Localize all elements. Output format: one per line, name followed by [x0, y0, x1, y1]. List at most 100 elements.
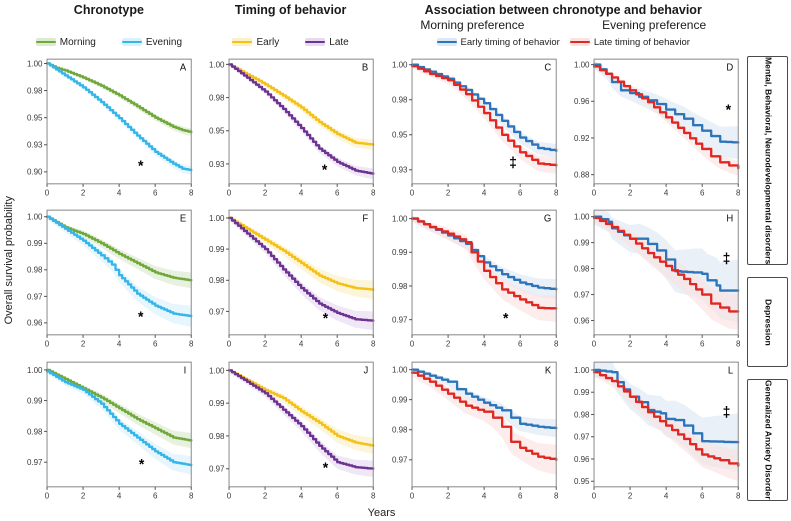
subtitle-morning-preference: Morning preference: [420, 17, 525, 32]
km-panel-E: 1.00 0.99 0.98 0.97 0.96 0 2 4 6 8 E *: [20, 205, 196, 352]
svg-text:D: D: [726, 62, 733, 73]
row-label-box-depression: Depression: [747, 277, 788, 368]
svg-text:0.98: 0.98: [209, 93, 225, 102]
svg-text:4: 4: [117, 189, 122, 198]
subtitle-evening-preference: Evening preference: [602, 17, 707, 32]
svg-text:A: A: [180, 62, 187, 73]
svg-text:1.00: 1.00: [391, 61, 407, 70]
svg-text:1.00: 1.00: [27, 59, 43, 68]
svg-text:0: 0: [45, 189, 50, 198]
svg-text:E: E: [180, 214, 187, 225]
km-chart-L: 1.00 0.99 0.98 0.97 0.96 0.950 2 4 6 8 L ‡: [574, 361, 741, 500]
legend-item-late: Late: [305, 37, 349, 48]
svg-text:0.93: 0.93: [209, 160, 225, 169]
svg-text:6: 6: [335, 189, 340, 198]
legend-chronotype: Morning Evening: [18, 37, 200, 48]
svg-text:0.99: 0.99: [574, 388, 590, 397]
legend-item-morning: Morning: [35, 37, 96, 48]
svg-text:0.93: 0.93: [391, 166, 407, 175]
svg-text:*: *: [503, 311, 509, 327]
svg-text:1.00: 1.00: [391, 365, 407, 374]
svg-text:0.95: 0.95: [209, 127, 225, 136]
svg-text:0.96: 0.96: [574, 454, 590, 463]
svg-text:0: 0: [592, 189, 597, 198]
km-panel-A: 1.00 0.98 0.95 0.93 0.90 0 2 4 6 8 A *: [20, 54, 196, 201]
svg-text:1.00: 1.00: [574, 213, 590, 222]
svg-text:2: 2: [628, 491, 633, 500]
svg-text:1.00: 1.00: [574, 60, 590, 69]
x-axis-label: Years: [367, 506, 396, 519]
svg-text:0.98: 0.98: [209, 276, 225, 285]
km-chart-E: 1.00 0.99 0.98 0.97 0.96 0 2 4 6 8 E *: [27, 209, 194, 349]
legend-swatch-evening: [121, 38, 142, 46]
svg-text:J: J: [364, 365, 369, 376]
legend-item-assoc_late: Late timing of behavior: [569, 37, 690, 48]
km-panel-B: 1.00 0.98 0.95 0.93 0 2 4 6 8 B *: [202, 54, 378, 201]
km-chart-I: 1.00 0.99 0.98 0.97 0 2 4 6 8 I *: [27, 361, 194, 500]
svg-text:0.88: 0.88: [574, 170, 590, 179]
svg-text:8: 8: [371, 491, 376, 500]
svg-text:0.90: 0.90: [27, 168, 43, 177]
svg-text:6: 6: [153, 491, 158, 500]
svg-text:4: 4: [117, 340, 122, 349]
legend-swatch-early: [232, 38, 253, 46]
svg-text:G: G: [543, 214, 550, 225]
km-chart-A: 1.00 0.98 0.95 0.93 0.90 0 2 4 6 8 A *: [27, 58, 194, 198]
svg-text:6: 6: [335, 491, 340, 500]
svg-text:8: 8: [189, 491, 194, 500]
svg-text:1.00: 1.00: [209, 366, 225, 375]
svg-text:0.98: 0.98: [27, 86, 43, 95]
column-title-timing: Timing of behavior: [234, 2, 347, 17]
svg-text:0: 0: [227, 340, 232, 349]
svg-text:*: *: [138, 158, 144, 174]
svg-text:2: 2: [81, 189, 86, 198]
svg-text:0.98: 0.98: [574, 410, 590, 419]
svg-text:*: *: [725, 103, 731, 119]
svg-text:4: 4: [481, 189, 486, 198]
km-panel-F: 1.00 0.99 0.98 0.97 0 2 4 6 8 F *: [202, 205, 378, 352]
svg-text:2: 2: [628, 189, 633, 198]
svg-text:2: 2: [263, 189, 268, 198]
svg-text:4: 4: [299, 189, 304, 198]
svg-text:H: H: [726, 214, 733, 225]
svg-text:‡: ‡: [509, 155, 517, 171]
svg-text:I: I: [184, 365, 187, 376]
row-labels: Mental, Behavioral, Neurodevelopmental d…: [745, 0, 791, 521]
svg-text:0.97: 0.97: [391, 316, 407, 325]
km-panel-C: 1.00 0.98 0.95 0.93 0 2 4 6 8 C ‡: [385, 54, 561, 201]
svg-text:6: 6: [153, 340, 158, 349]
svg-text:6: 6: [517, 491, 522, 500]
km-panel-I: 1.00 0.99 0.98 0.97 0 2 4 6 8 I *: [20, 357, 196, 504]
svg-text:0: 0: [45, 491, 50, 500]
svg-text:1.00: 1.00: [209, 214, 225, 223]
km-chart-B: 1.00 0.98 0.95 0.93 0 2 4 6 8 B *: [209, 58, 376, 198]
legend-swatch-assoc_early: [436, 38, 457, 46]
km-chart-C: 1.00 0.98 0.95 0.93 0 2 4 6 8 C ‡: [391, 58, 558, 198]
svg-text:0.95: 0.95: [27, 113, 43, 122]
svg-text:‡: ‡: [722, 252, 730, 268]
panel-grid: 1.00 0.98 0.95 0.93 0.90 0 2 4 6 8 A * 1.00 0.98 0.95 0…: [18, 54, 745, 504]
svg-text:C: C: [544, 62, 551, 73]
svg-text:*: *: [323, 311, 329, 327]
svg-text:0: 0: [592, 340, 597, 349]
svg-text:0.97: 0.97: [391, 455, 407, 464]
svg-text:0.93: 0.93: [27, 141, 43, 150]
svg-text:2: 2: [81, 491, 86, 500]
svg-text:8: 8: [554, 491, 559, 500]
svg-text:0: 0: [592, 491, 597, 500]
km-chart-K: 1.00 0.99 0.98 0.97 0 2 4 6 8 K: [391, 361, 559, 500]
svg-text:6: 6: [153, 189, 158, 198]
svg-text:4: 4: [664, 340, 669, 349]
svg-text:0.97: 0.97: [209, 308, 225, 317]
svg-text:0.98: 0.98: [391, 425, 407, 434]
svg-text:0.98: 0.98: [27, 427, 43, 436]
svg-text:2: 2: [445, 491, 450, 500]
svg-text:0.97: 0.97: [209, 464, 225, 473]
svg-text:0: 0: [227, 189, 232, 198]
km-chart-G: 1.00 0.99 0.98 0.97 0 2 4 6 8 G *: [391, 209, 558, 349]
km-panel-G: 1.00 0.99 0.98 0.97 0 2 4 6 8 G *: [385, 205, 561, 352]
svg-text:8: 8: [736, 491, 741, 500]
legend-association: Early timing of behavior Late timing of b…: [382, 37, 746, 48]
svg-text:0.98: 0.98: [209, 431, 225, 440]
svg-text:0.96: 0.96: [574, 97, 590, 106]
